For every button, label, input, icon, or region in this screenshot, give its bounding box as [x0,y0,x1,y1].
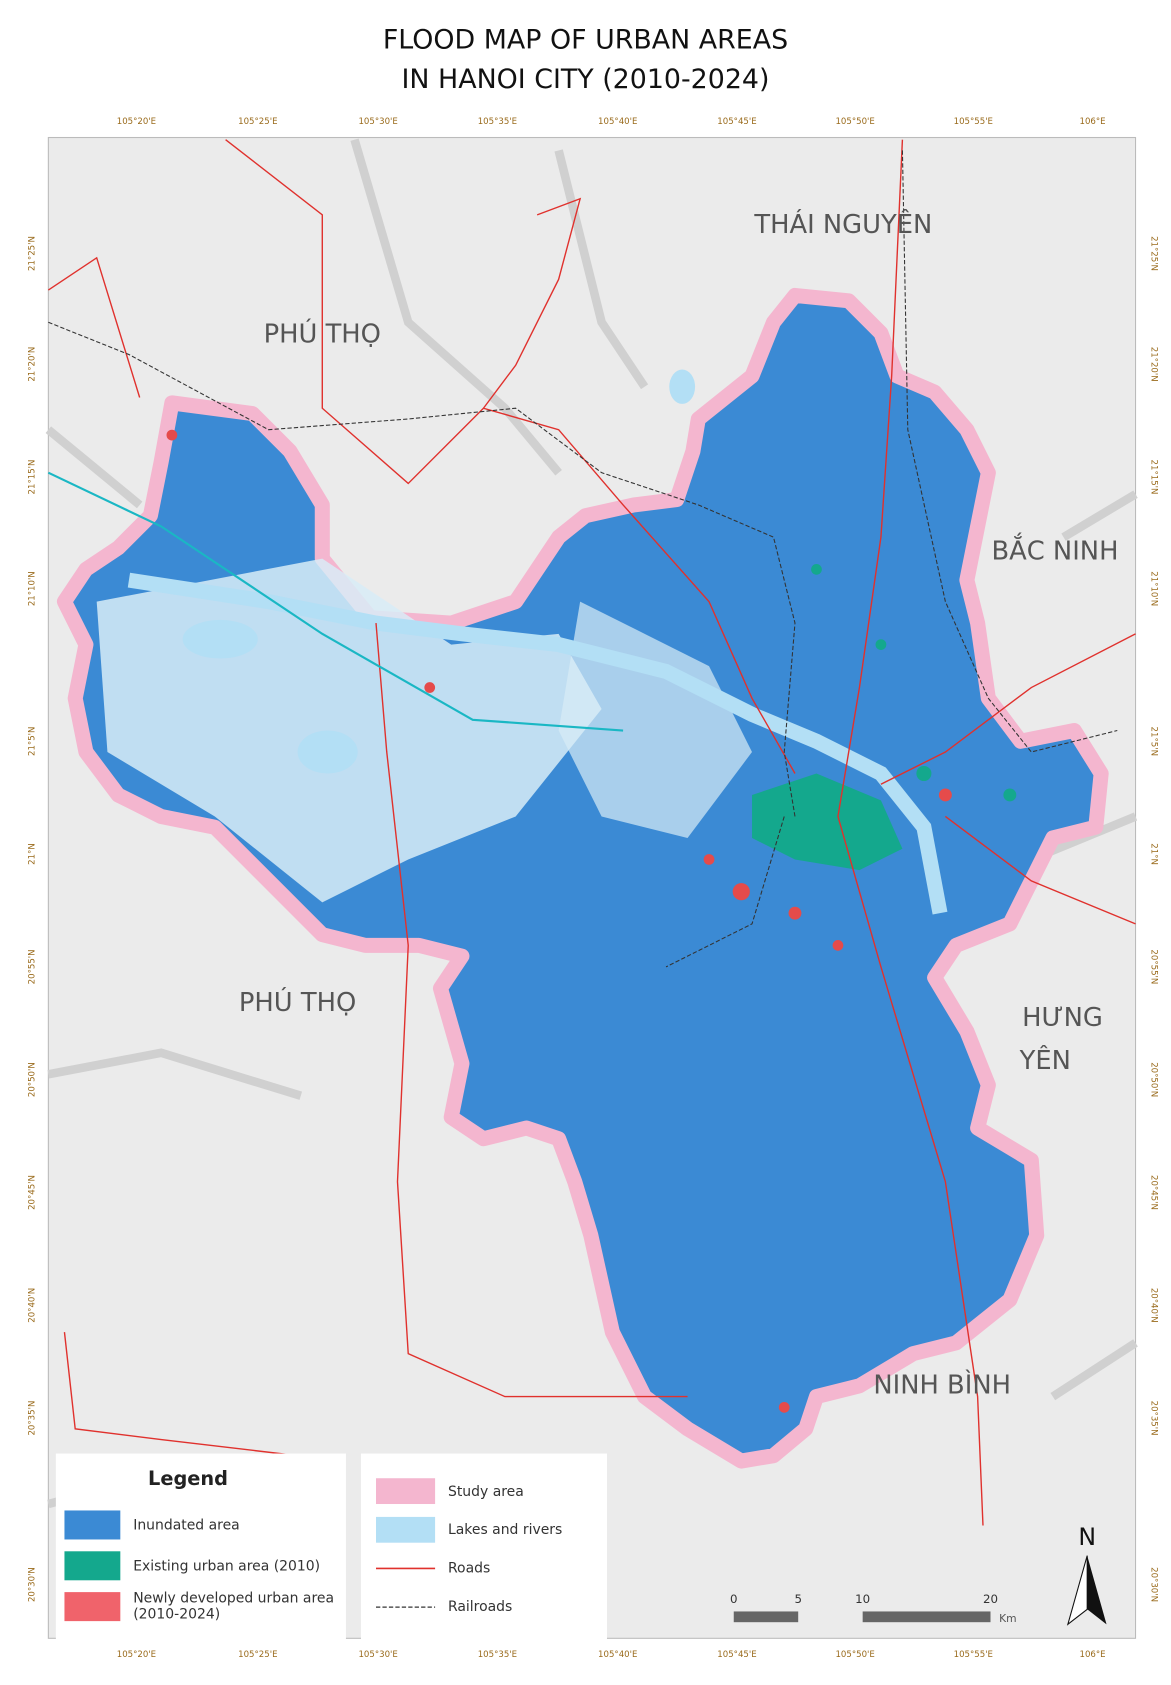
latitude-label: 20°30'N [28,1567,38,1602]
latitude-label: 21°20'N [28,347,38,382]
latitude-label: 21°N [1148,843,1158,865]
legend-swatch [64,1510,121,1540]
scale-label: 10 [855,1592,870,1606]
longitude-label: 106°E [1080,117,1106,127]
longitude-label: 105°40'E [598,1650,637,1660]
latitude-label: 20°45'N [28,1175,38,1210]
longitude-label: 105°35'E [478,117,517,127]
place-label: HƯNG [1022,1003,1103,1033]
place-label: PHÚ THỌ [239,986,356,1018]
legend-swatch [64,1592,121,1622]
longitude-label: 105°50'E [835,1650,874,1660]
longitude-label: 105°20'E [117,1650,156,1660]
latitude-label: 21°25'N [1148,236,1158,271]
title-line: FLOOD MAP OF URBAN AREAS [383,24,788,55]
longitude-label: 105°25'E [238,117,277,127]
latitude-label: 20°45'N [1148,1175,1158,1210]
place-label: THÁI NGUYÊN [753,208,932,240]
latitude-label: 20°30'N [1148,1567,1158,1602]
scale-bar [733,1611,799,1623]
latitude-label: 21°5'N [28,727,38,756]
longitude-label: 105°30'E [358,1650,397,1660]
scale-label: 0 [730,1592,738,1606]
longitude-label: 105°50'E [835,117,874,127]
latitude-label: 20°35'N [28,1401,38,1436]
legend-label: Railroads [448,1599,512,1615]
scale-label: 20 [983,1592,998,1606]
latitude-label: 21°N [28,843,38,865]
legend-label: Inundated area [133,1518,240,1534]
longitude-label: 105°25'E [238,1650,277,1660]
latitude-label: 21°25'N [28,236,38,271]
place-label: NINH BÌNH [873,1368,1011,1400]
longitude-label: 105°45'E [717,1650,756,1660]
latitude-label: 20°55'N [1148,949,1158,984]
lake [297,730,358,774]
longitude-label: 105°35'E [478,1650,517,1660]
roads [47,139,1136,1526]
latitude-label: 21°15'N [1148,460,1158,495]
north-label: N [1078,1523,1096,1551]
legend-title: Legend [148,1467,228,1490]
latitude-label: 21°20'N [1148,347,1158,382]
scale-label: 5 [794,1592,802,1606]
latitude-label: 21°10'N [1148,571,1158,606]
longitude-label: 105°30'E [358,117,397,127]
latitude-label: 21°10'N [28,571,38,606]
latitude-label: 20°35'N [1148,1401,1158,1436]
latitude-label: 20°40'N [1148,1288,1158,1323]
latitude-label: 21°15'N [28,460,38,495]
legend-swatch [64,1551,121,1581]
urban-spots [811,564,1017,802]
river [127,572,948,915]
legend-label: Lakes and rivers [448,1522,562,1538]
scale-unit: Km [999,1612,1017,1625]
legend-label: (2010-2024) [133,1607,220,1623]
legend-swatch [376,1516,436,1543]
latitude-label: 20°50'N [1148,1062,1158,1097]
place-label: BẮC NINH [991,532,1118,567]
railroads [48,150,1118,968]
legend-label: Existing urban area (2010) [133,1558,320,1574]
place-label: PHÚ THỌ [264,318,381,350]
new-urban-spots [166,429,952,1413]
longitude-label: 105°40'E [598,117,637,127]
legend-label: Study area [448,1484,524,1500]
north-arrow [1087,1555,1107,1625]
urban-2010 [752,773,903,871]
scale-bar [862,1611,991,1623]
longitude-label: 105°45'E [717,117,756,127]
lake [669,369,696,404]
legend-label: Roads [448,1560,490,1576]
longitude-label: 105°20'E [117,117,156,127]
longitude-label: 105°55'E [954,1650,993,1660]
lake [182,619,258,659]
title-line: IN HANOI CITY (2010-2024) [401,64,769,95]
legend-swatch [376,1478,436,1505]
latitude-label: 21°5'N [1148,727,1158,756]
place-label: YÊN [1019,1044,1071,1076]
latitude-label: 20°40'N [28,1288,38,1323]
latitude-label: 20°55'N [28,949,38,984]
latitude-label: 20°50'N [28,1062,38,1097]
longitude-label: 105°55'E [954,117,993,127]
expressway [47,471,624,732]
longitude-label: 106°E [1080,1650,1106,1660]
legend-label: Newly developed urban area [133,1591,334,1607]
